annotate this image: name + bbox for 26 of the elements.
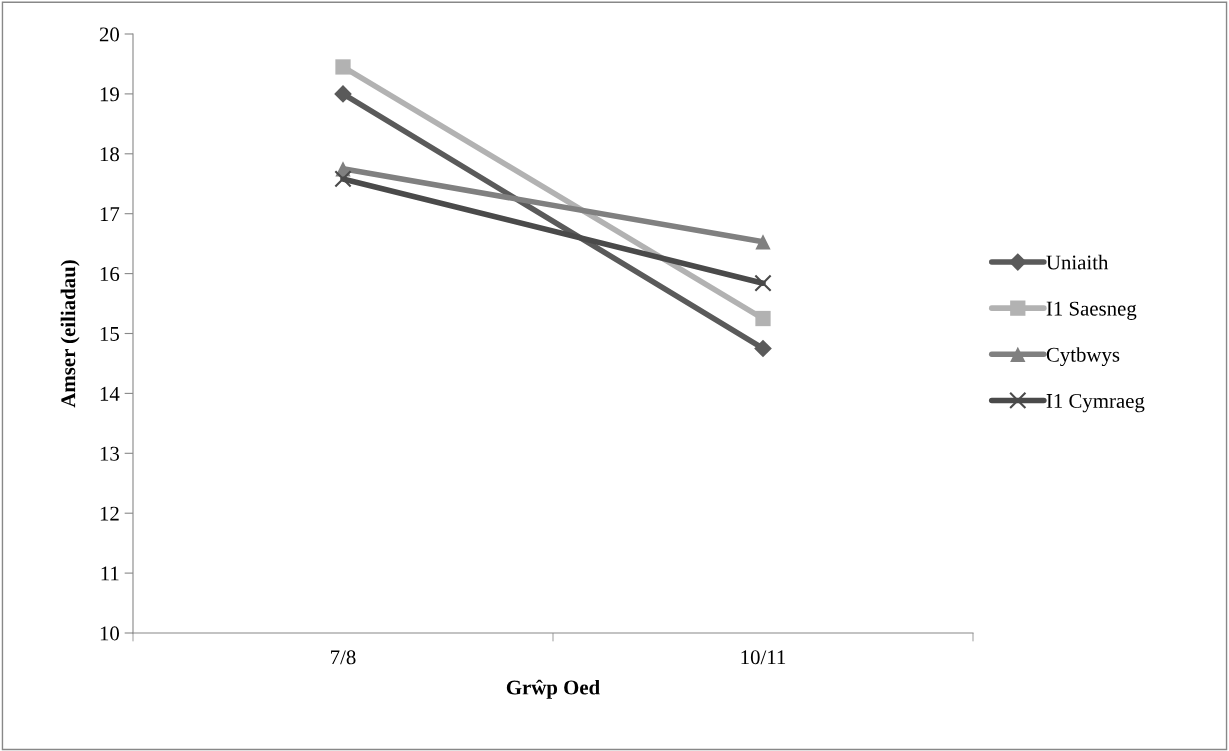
point — [754, 274, 772, 292]
x-tick-label: 10/11 — [741, 650, 786, 665]
y-tick-label: 18 — [100, 147, 120, 162]
y-tick-label: 17 — [100, 207, 120, 221]
x-axis-title: Grŵp Oed — [506, 679, 600, 699]
y-tick-label: 13 — [100, 446, 119, 461]
point — [335, 59, 351, 75]
legend-label: Uniaith — [1046, 254, 1109, 270]
point — [755, 310, 771, 327]
point — [334, 85, 352, 103]
y-tick-label: 15 — [100, 326, 119, 341]
y-tick-label: 19 — [100, 87, 119, 102]
y-tick-label: 11 — [101, 566, 119, 581]
point — [754, 339, 772, 358]
legend-label: I1 Cymraeg — [1046, 393, 1145, 413]
y-axis-title: Amser (eiliadau) — [60, 260, 80, 408]
point — [755, 234, 771, 250]
y-tick-label: 20 — [99, 27, 120, 42]
y-tick-label: 14 — [100, 386, 120, 401]
legend-label: I1 Saesneg — [1046, 301, 1137, 320]
point — [334, 170, 352, 188]
y-tick-label: 16 — [100, 267, 120, 282]
y-tick-label: 10 — [100, 626, 120, 641]
y-tick-label: 12 — [100, 506, 119, 521]
legend-label: Cytbwys — [1046, 347, 1120, 367]
x-tick-label: 7/8 — [331, 650, 356, 665]
